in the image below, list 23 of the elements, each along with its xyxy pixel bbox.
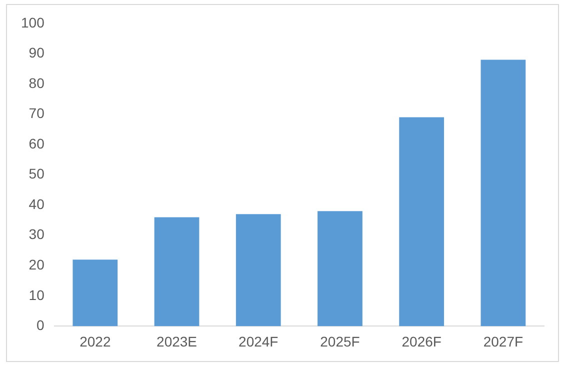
y-tick-label: 80 — [28, 74, 45, 91]
y-tick-label: 40 — [28, 196, 45, 212]
bar — [318, 211, 362, 326]
x-tick-label: 2025F — [320, 333, 360, 350]
bar — [154, 217, 200, 326]
bar — [236, 214, 281, 326]
y-tick-label: 50 — [28, 166, 45, 182]
y-tick-label: 100 — [21, 14, 45, 30]
y-tick-label: 60 — [28, 135, 45, 152]
bar — [480, 60, 526, 326]
x-tick-label: 2024F — [238, 333, 278, 350]
bar — [72, 260, 118, 326]
y-tick-label: 30 — [28, 226, 45, 242]
y-tick-label: 10 — [28, 286, 45, 303]
y-tick-label: 70 — [28, 105, 45, 122]
y-tick-label: 20 — [28, 256, 45, 272]
y-tick-label: 90 — [28, 44, 45, 61]
x-tick-label: 2023E — [156, 333, 198, 350]
x-tick-label: 2022 — [80, 333, 111, 350]
y-tick-label: 0 — [36, 317, 45, 334]
bar — [399, 117, 444, 326]
x-tick-label: 2026F — [402, 333, 442, 350]
x-tick-label: 2027F — [483, 333, 524, 350]
